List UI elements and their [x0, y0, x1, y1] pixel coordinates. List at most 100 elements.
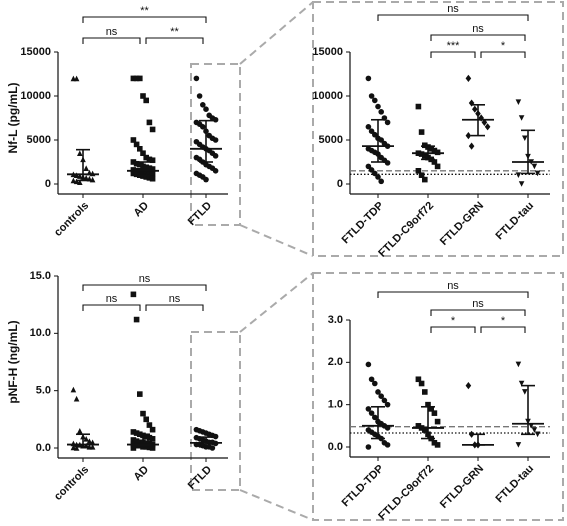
significance-bracket	[82, 37, 141, 44]
point	[83, 175, 89, 181]
y-tick-label: 15.0	[30, 270, 51, 282]
point	[465, 382, 472, 390]
zoom-connector	[239, 489, 314, 521]
significance-bracket	[480, 326, 526, 333]
point	[372, 414, 378, 421]
point	[137, 75, 143, 82]
point	[384, 160, 391, 166]
point	[534, 431, 541, 438]
point	[428, 406, 434, 412]
point	[431, 410, 438, 416]
point	[515, 172, 522, 178]
point	[137, 161, 143, 168]
point	[149, 170, 156, 177]
point	[130, 445, 137, 451]
point	[372, 380, 378, 387]
point	[531, 163, 538, 170]
y-tick-label: 10000	[20, 90, 51, 102]
point	[193, 75, 200, 82]
point	[531, 427, 538, 433]
significance-label: ns	[472, 298, 484, 310]
point	[133, 171, 140, 178]
zoom-box	[190, 331, 241, 491]
point	[130, 159, 137, 165]
point	[484, 123, 491, 131]
point	[149, 126, 156, 133]
y-axis-label: Nf-L (pg/mL)	[6, 82, 20, 153]
point	[143, 174, 149, 180]
point	[518, 181, 525, 187]
y-tick-label: 15000	[312, 46, 343, 58]
x-tick-label: FTLD-tau	[494, 200, 537, 243]
point	[378, 109, 385, 115]
point	[418, 129, 425, 135]
point	[196, 93, 203, 99]
point	[149, 436, 156, 442]
point	[140, 93, 146, 99]
point	[428, 146, 434, 152]
point	[143, 433, 149, 440]
point	[422, 153, 428, 159]
point	[468, 142, 475, 150]
point	[146, 440, 153, 447]
point	[372, 97, 378, 104]
point	[212, 433, 219, 440]
zoom-panel	[312, 272, 564, 521]
point	[143, 440, 149, 447]
point	[365, 361, 372, 368]
point	[384, 442, 391, 448]
point	[77, 173, 83, 179]
point	[137, 146, 143, 152]
point	[212, 137, 219, 143]
x-tick-label: FTLD-TDP	[340, 463, 387, 510]
x-tick-label: FTLD-tau	[494, 463, 537, 506]
point	[418, 172, 425, 178]
point	[77, 179, 83, 186]
significance-bracket	[145, 304, 204, 311]
point	[146, 434, 153, 441]
point	[515, 361, 522, 368]
point	[212, 168, 219, 174]
point	[130, 137, 137, 143]
point	[149, 445, 156, 451]
y-tick-label: 3.0	[328, 314, 343, 326]
point	[422, 176, 428, 183]
significance-label: *	[501, 315, 506, 327]
point	[515, 99, 522, 105]
point	[431, 147, 438, 154]
point	[522, 389, 528, 395]
point	[140, 150, 146, 156]
significance-label: ns	[106, 26, 118, 38]
point	[73, 395, 80, 402]
y-tick-label: 0.0	[328, 441, 343, 453]
point	[515, 442, 522, 448]
significance-label: ***	[447, 40, 461, 52]
point	[133, 160, 140, 167]
point	[137, 439, 143, 446]
point	[368, 376, 375, 383]
point	[365, 124, 372, 130]
point	[212, 116, 219, 123]
point	[368, 93, 375, 99]
point	[375, 103, 381, 110]
point	[133, 430, 140, 436]
point	[149, 175, 156, 182]
significance-bracket	[430, 309, 526, 316]
point	[133, 75, 140, 82]
point	[146, 156, 153, 163]
point	[89, 176, 96, 183]
y-tick-label: 2.0	[328, 356, 343, 368]
significance-label: ns	[472, 23, 484, 35]
point	[465, 74, 472, 82]
x-tick-label: AD	[131, 200, 151, 220]
significance-label: **	[140, 5, 149, 17]
point	[472, 105, 478, 113]
point	[368, 410, 375, 416]
point	[384, 401, 391, 408]
point	[143, 154, 149, 161]
point	[77, 150, 83, 156]
zoom-frames	[190, 1, 564, 521]
point	[422, 142, 428, 149]
point	[73, 178, 80, 185]
